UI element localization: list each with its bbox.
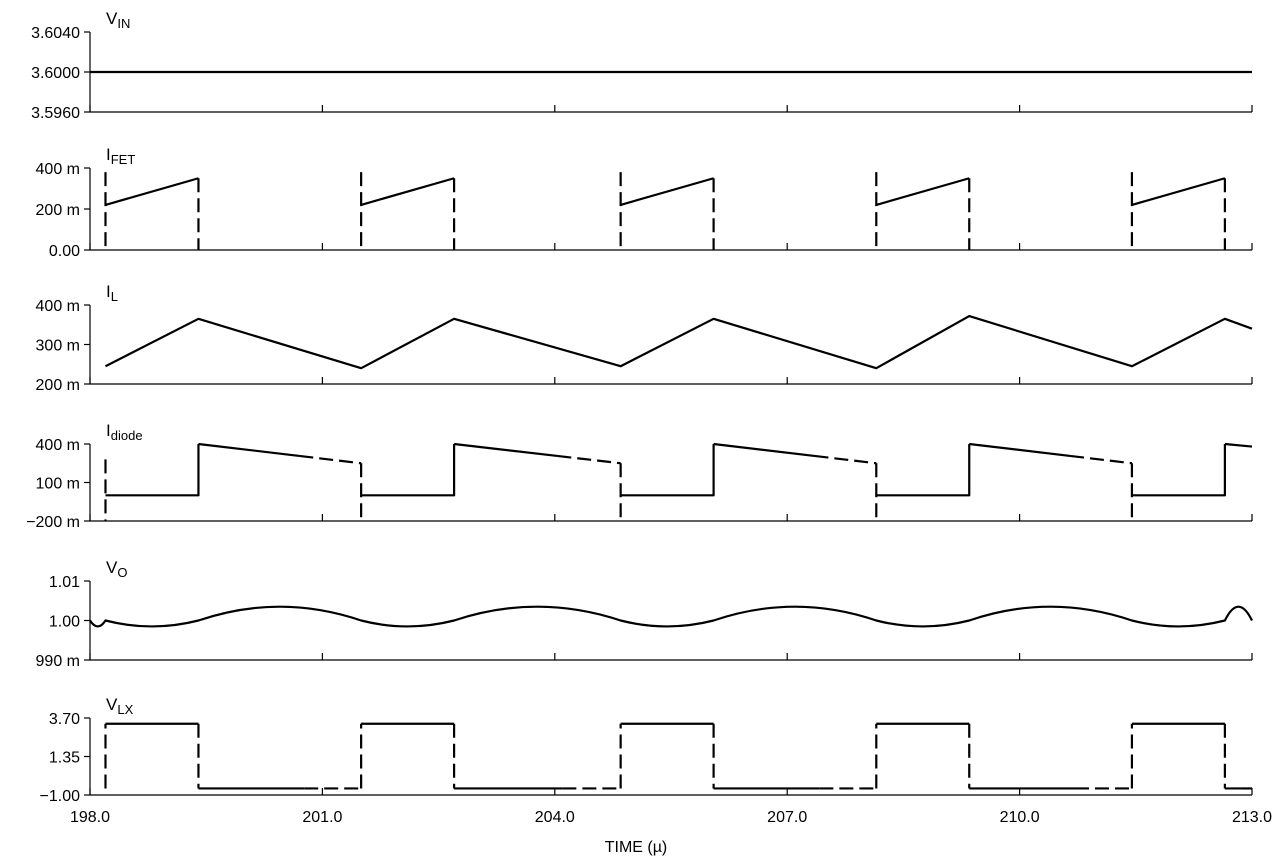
diode-decay-tail: [299, 454, 362, 465]
y-tick-label-vo: 990 m: [36, 653, 80, 670]
y-tick-label-il: 400 m: [36, 298, 80, 315]
diode-decay: [1224, 442, 1253, 448]
y-tick-label-idiode: 400 m: [36, 437, 80, 454]
x-tick-label: 198.0: [70, 809, 110, 826]
y-tick-label-vin: 3.5960: [31, 105, 80, 122]
panel-ifet: 0.00 200 m 400 m IFET: [36, 145, 1253, 260]
signal-label-ifet: IFET: [106, 145, 135, 167]
axis-frame-idiode: [89, 444, 1252, 522]
fet-ramp: [360, 177, 455, 206]
x-axis-title: TIME (µ): [605, 839, 668, 856]
panel-il: 200 m 300 m 400 m IL: [36, 282, 1253, 394]
axis-frame-ifet: [89, 168, 1252, 251]
y-tick-label-idiode: −200 m: [26, 514, 80, 531]
fet-ramp: [105, 177, 199, 206]
y-tick-label-il: 200 m: [36, 377, 80, 394]
y-tick-label-vo: 1.00: [49, 614, 80, 631]
x-tick-label: 201.0: [302, 809, 342, 826]
y-tick-label-vlx: −1.00: [40, 788, 81, 805]
diode-decay-tail: [557, 454, 621, 465]
axis-frame-il: [89, 305, 1252, 385]
x-tick-label: 207.0: [767, 809, 807, 826]
fet-ramp: [1131, 177, 1226, 206]
diode-decay: [453, 442, 558, 458]
diode-decay-tail: [814, 454, 877, 465]
y-tick-label-ifet: 0.00: [49, 243, 80, 260]
signal-label-vlx: VLX: [106, 695, 134, 717]
x-tick-label: 213.0: [1232, 809, 1272, 826]
fet-ramp: [620, 177, 714, 206]
panel-vin: 3.5960 3.6000 3.6040 VIN: [31, 9, 1253, 122]
axis-frame-vlx: [89, 718, 1252, 796]
panel-vo: 990 m 1.00 1.01 VO: [36, 558, 1253, 670]
y-tick-label-vlx: 3.70: [49, 711, 80, 728]
diode-decay: [198, 442, 300, 458]
axis-frame-vo: [89, 581, 1252, 661]
trace-il: [104, 314, 1253, 370]
diode-decay: [713, 442, 815, 458]
y-tick-label-vlx: 1.35: [49, 750, 80, 767]
signal-label-vin: VIN: [106, 9, 130, 31]
x-tick-label: 204.0: [535, 809, 575, 826]
y-tick-label-ifet: 400 m: [36, 161, 80, 178]
panel-vlx: −1.00 1.35 3.70 VLX: [40, 695, 1253, 805]
y-tick-label-vin: 3.6040: [31, 25, 80, 42]
plot-layer: 3.5960 3.6000 3.6040 VIN 0.00 200 m 400 m IFET 2…: [26, 9, 1272, 826]
diode-flat: [1131, 444, 1226, 497]
signal-label-vo: VO: [106, 558, 127, 580]
diode-decay-tail: [1069, 454, 1133, 465]
diode-flat: [876, 444, 971, 497]
signal-label-il: IL: [106, 282, 118, 304]
fet-ramp: [875, 177, 970, 206]
signal-label-idiode: Idiode: [106, 421, 143, 443]
panel-idiode: −200 m 100 m 400 m Idiode: [26, 421, 1253, 531]
trace-vo: [89, 605, 1253, 628]
x-tick-label: 210.0: [1000, 809, 1040, 826]
diode-decay: [969, 442, 1071, 458]
y-tick-label-vo: 1.01: [49, 574, 80, 591]
diode-flat: [620, 444, 715, 497]
y-tick-label-vin: 3.6000: [31, 65, 80, 82]
y-tick-label-ifet: 200 m: [36, 202, 80, 219]
y-tick-label-il: 300 m: [36, 338, 80, 355]
diode-flat: [361, 444, 456, 497]
y-tick-label-idiode: 100 m: [36, 476, 80, 493]
diode-flat: [105, 444, 200, 497]
